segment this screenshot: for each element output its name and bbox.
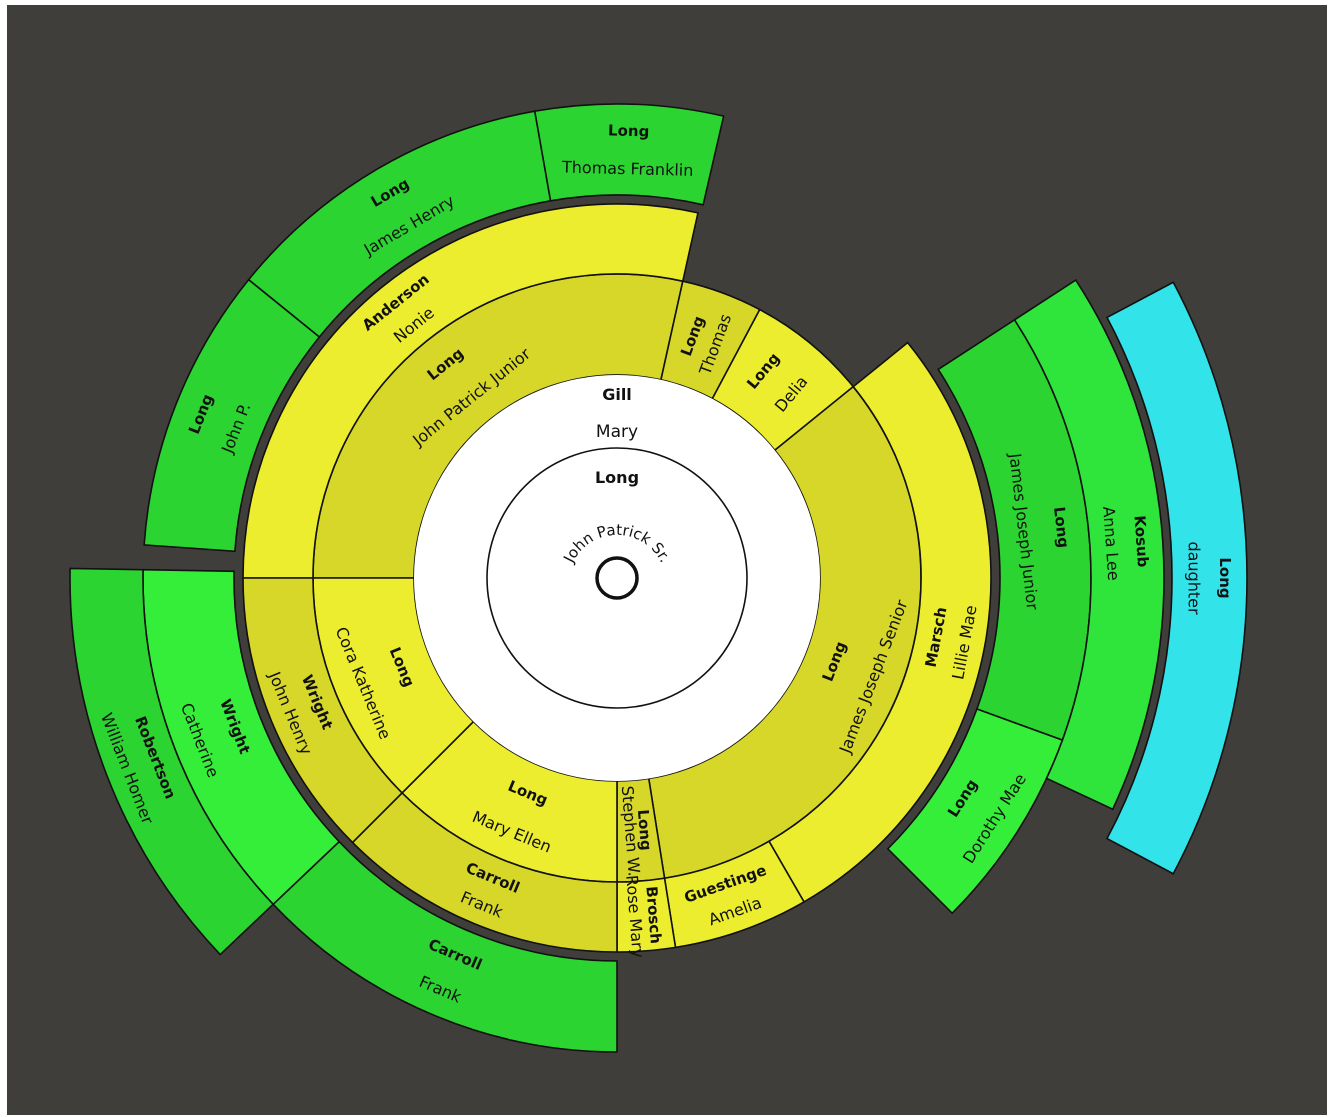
segment-shape [143,278,321,553]
segment-surname: Long [1216,557,1234,598]
root-surname: Long [595,468,639,487]
spouse-given: Mary [596,422,638,442]
segment-shape [242,203,699,579]
person-daughter[interactable]: Long daughter [1105,281,1248,875]
segment-shape [1013,278,1165,811]
segment-given-name: Thomas Franklin [561,157,694,179]
segment-surname: Brosch [642,886,664,945]
segment-shape [247,110,552,339]
center-disc: Gill Mary Long John Patrick Sr. [414,375,820,781]
person-thomas-franklin[interactable]: Long Thomas Franklin [533,103,725,206]
center-hub-icon[interactable] [595,556,639,600]
segment-given-name: daughter [1185,541,1204,615]
center-inner-ring [486,447,748,709]
person-john-p[interactable]: Long John P. [143,278,321,553]
segment-surname: Kosub [1131,515,1153,568]
segment-shape [1105,281,1248,875]
segment-surname: Long [608,121,650,140]
segment-shape [533,103,725,206]
center-white-disc [414,375,820,781]
segment-shape [242,577,404,844]
segment-surname: Long [1050,506,1073,549]
segment-surname: Long [634,809,655,852]
spouse-surname: Gill [602,385,632,404]
segment-shape [69,567,275,956]
segment-shape [886,707,1064,915]
